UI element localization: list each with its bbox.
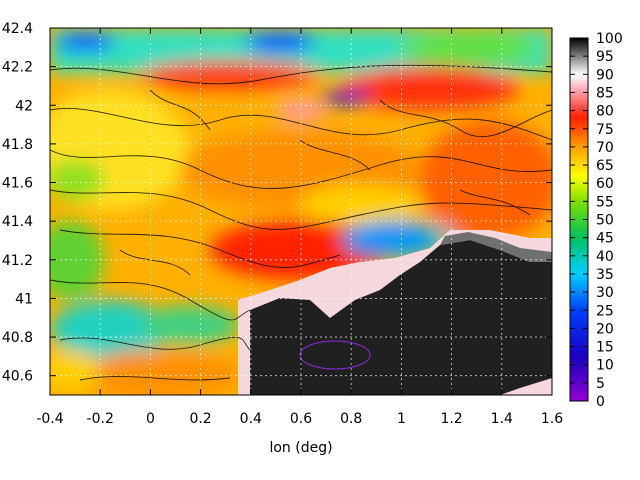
- x-tick-label: 1.6: [541, 411, 563, 427]
- colorbar-tick-label: 40: [596, 249, 614, 265]
- y-axis-ticks: 40.6 40.8 41 41.2 41.4 41.6 41.8 42 42.2 42.4: [2, 21, 552, 385]
- colorbar: 0 5 10 15 20 25 30 35 40 45 50 55 60 65 70 75 80 85 90 95 10…: [569, 31, 623, 410]
- sea-area: [250, 240, 552, 395]
- x-tick-label: 0.6: [290, 411, 312, 427]
- region-east-orange: [420, 120, 552, 240]
- colorbar-tick-label: 20: [596, 321, 614, 337]
- y-tick-label: 40.8: [2, 330, 33, 346]
- colorbar-tick-label: 80: [596, 104, 614, 120]
- x-tick-label: 0: [146, 411, 155, 427]
- region-north-blue-1: [55, 33, 115, 51]
- colorbar-tick-label: 85: [596, 85, 614, 101]
- region-west-green: [50, 160, 105, 200]
- y-tick-label: 42: [15, 98, 33, 114]
- x-tick-label: -0.2: [87, 411, 114, 427]
- region-southwest-yellow: [50, 350, 100, 390]
- region-north-red-2: [340, 66, 520, 110]
- region-north-pink: [275, 100, 325, 120]
- x-tick-label: 1.2: [440, 411, 462, 427]
- x-tick-label: 0.8: [340, 411, 362, 427]
- x-axis-ticks: -0.4 -0.2 0 0.2 0.4 0.6 0.8 1 1.2 1.4 1.6: [36, 28, 563, 427]
- y-tick-label: 40.6: [2, 369, 33, 385]
- region-north-darkblue: [320, 91, 370, 105]
- colorbar-tick-label: 60: [596, 176, 614, 192]
- colorbar-tick-label: 65: [596, 158, 614, 174]
- x-tick-label: 0.2: [189, 411, 211, 427]
- field-regions: [50, 28, 552, 395]
- colorbar-tick-label: 50: [596, 213, 614, 229]
- x-tick-label: -0.4: [36, 411, 63, 427]
- colorbar-tick-label: 70: [596, 140, 614, 156]
- y-tick-label: 42.4: [2, 21, 33, 37]
- x-tick-label: 0.4: [240, 411, 262, 427]
- y-tick-label: 41.4: [2, 214, 33, 230]
- colorbar-tick-label: 45: [596, 231, 614, 247]
- x-tick-label: 1.4: [491, 411, 513, 427]
- contour-lines: [50, 64, 552, 381]
- sea-gray-band: [440, 232, 552, 262]
- colorbar-tick-label: 75: [596, 122, 614, 138]
- region-north-green: [400, 30, 540, 66]
- heatmap-field: [50, 28, 552, 395]
- colorbar-tick-label: 0: [596, 394, 605, 410]
- region-north-red: [140, 61, 320, 89]
- region-north-blue-2: [245, 32, 315, 52]
- colorbar-ticks: 0 5 10 15 20 25 30 35 40 45 50 55 60 65 70 75 80 85 90 95 10…: [570, 31, 623, 410]
- colorbar-tick-label: 15: [596, 340, 614, 356]
- y-tick-label: 41.6: [2, 176, 33, 192]
- x-axis-label: lon (deg): [269, 440, 332, 456]
- x-tick-label: 1: [397, 411, 406, 427]
- colorbar-tick-label: 55: [596, 194, 614, 210]
- y-tick-label: 41: [15, 291, 33, 307]
- colorbar-tick-label: 25: [596, 303, 614, 319]
- sea-purple-contour: [299, 340, 371, 370]
- grid-lines: [50, 28, 552, 395]
- colorbar-tick-label: 100: [596, 31, 623, 47]
- colorbar-tick-label: 35: [596, 267, 614, 283]
- y-tick-label: 42.2: [2, 60, 33, 76]
- region-center-yellow: [300, 185, 420, 225]
- colorbar-tick-label: 90: [596, 67, 614, 83]
- y-tick-label: 41.8: [2, 137, 33, 153]
- colorbar-tick-label: 5: [596, 376, 605, 392]
- region-south-orange: [80, 350, 240, 395]
- colorbar-tick-label: 95: [596, 49, 614, 65]
- y-tick-label: 41.2: [2, 253, 33, 269]
- region-southwest-cyan: [50, 300, 170, 360]
- colorbar-tick-label: 30: [596, 285, 614, 301]
- region-west-green-2: [50, 220, 105, 300]
- colorbar-tick-label: 10: [596, 358, 614, 374]
- region-southwest-green: [140, 305, 240, 345]
